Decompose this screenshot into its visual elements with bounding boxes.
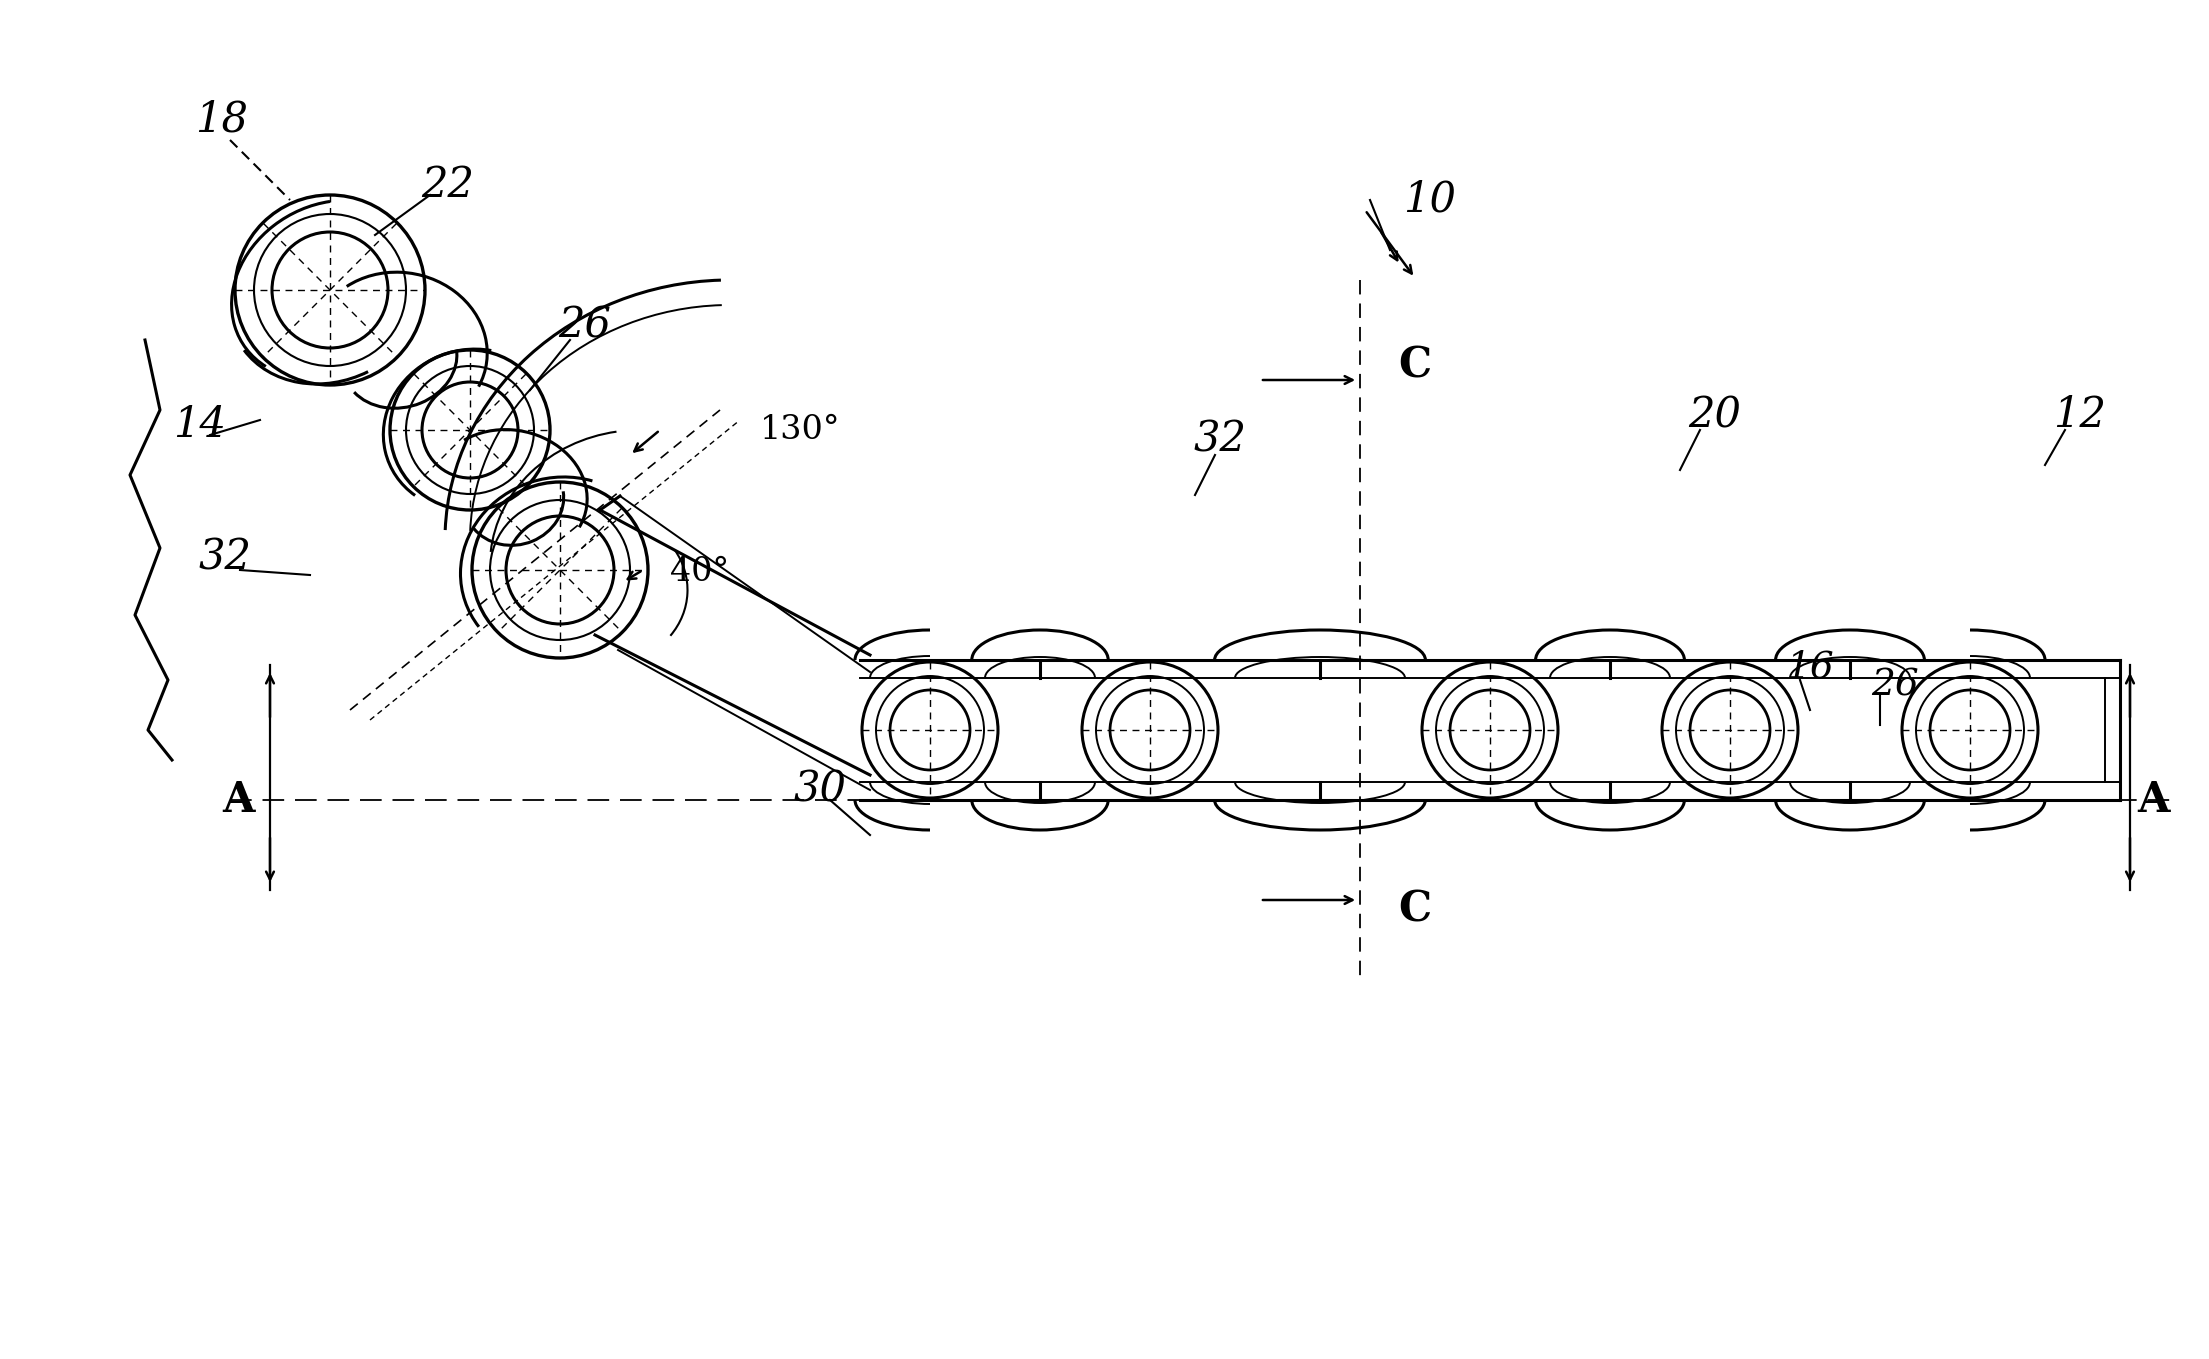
Text: 26: 26 [559,304,612,347]
Text: 26: 26 [1871,667,1920,703]
Text: 12: 12 [2054,394,2107,436]
Text: C: C [1398,889,1431,931]
Text: 32: 32 [199,537,252,579]
Text: 10: 10 [1403,179,1456,222]
Text: A: A [2136,779,2169,821]
Text: 18: 18 [197,99,247,141]
Text: 40°: 40° [672,556,729,588]
Text: 14: 14 [175,404,228,446]
Text: 30: 30 [793,769,846,811]
Text: 32: 32 [1193,419,1246,461]
Text: 20: 20 [1688,394,1741,436]
Text: C: C [1398,344,1431,386]
Text: 130°: 130° [760,414,839,446]
Text: 22: 22 [422,164,475,207]
Text: 16: 16 [1787,650,1833,685]
Text: A: A [221,779,254,821]
